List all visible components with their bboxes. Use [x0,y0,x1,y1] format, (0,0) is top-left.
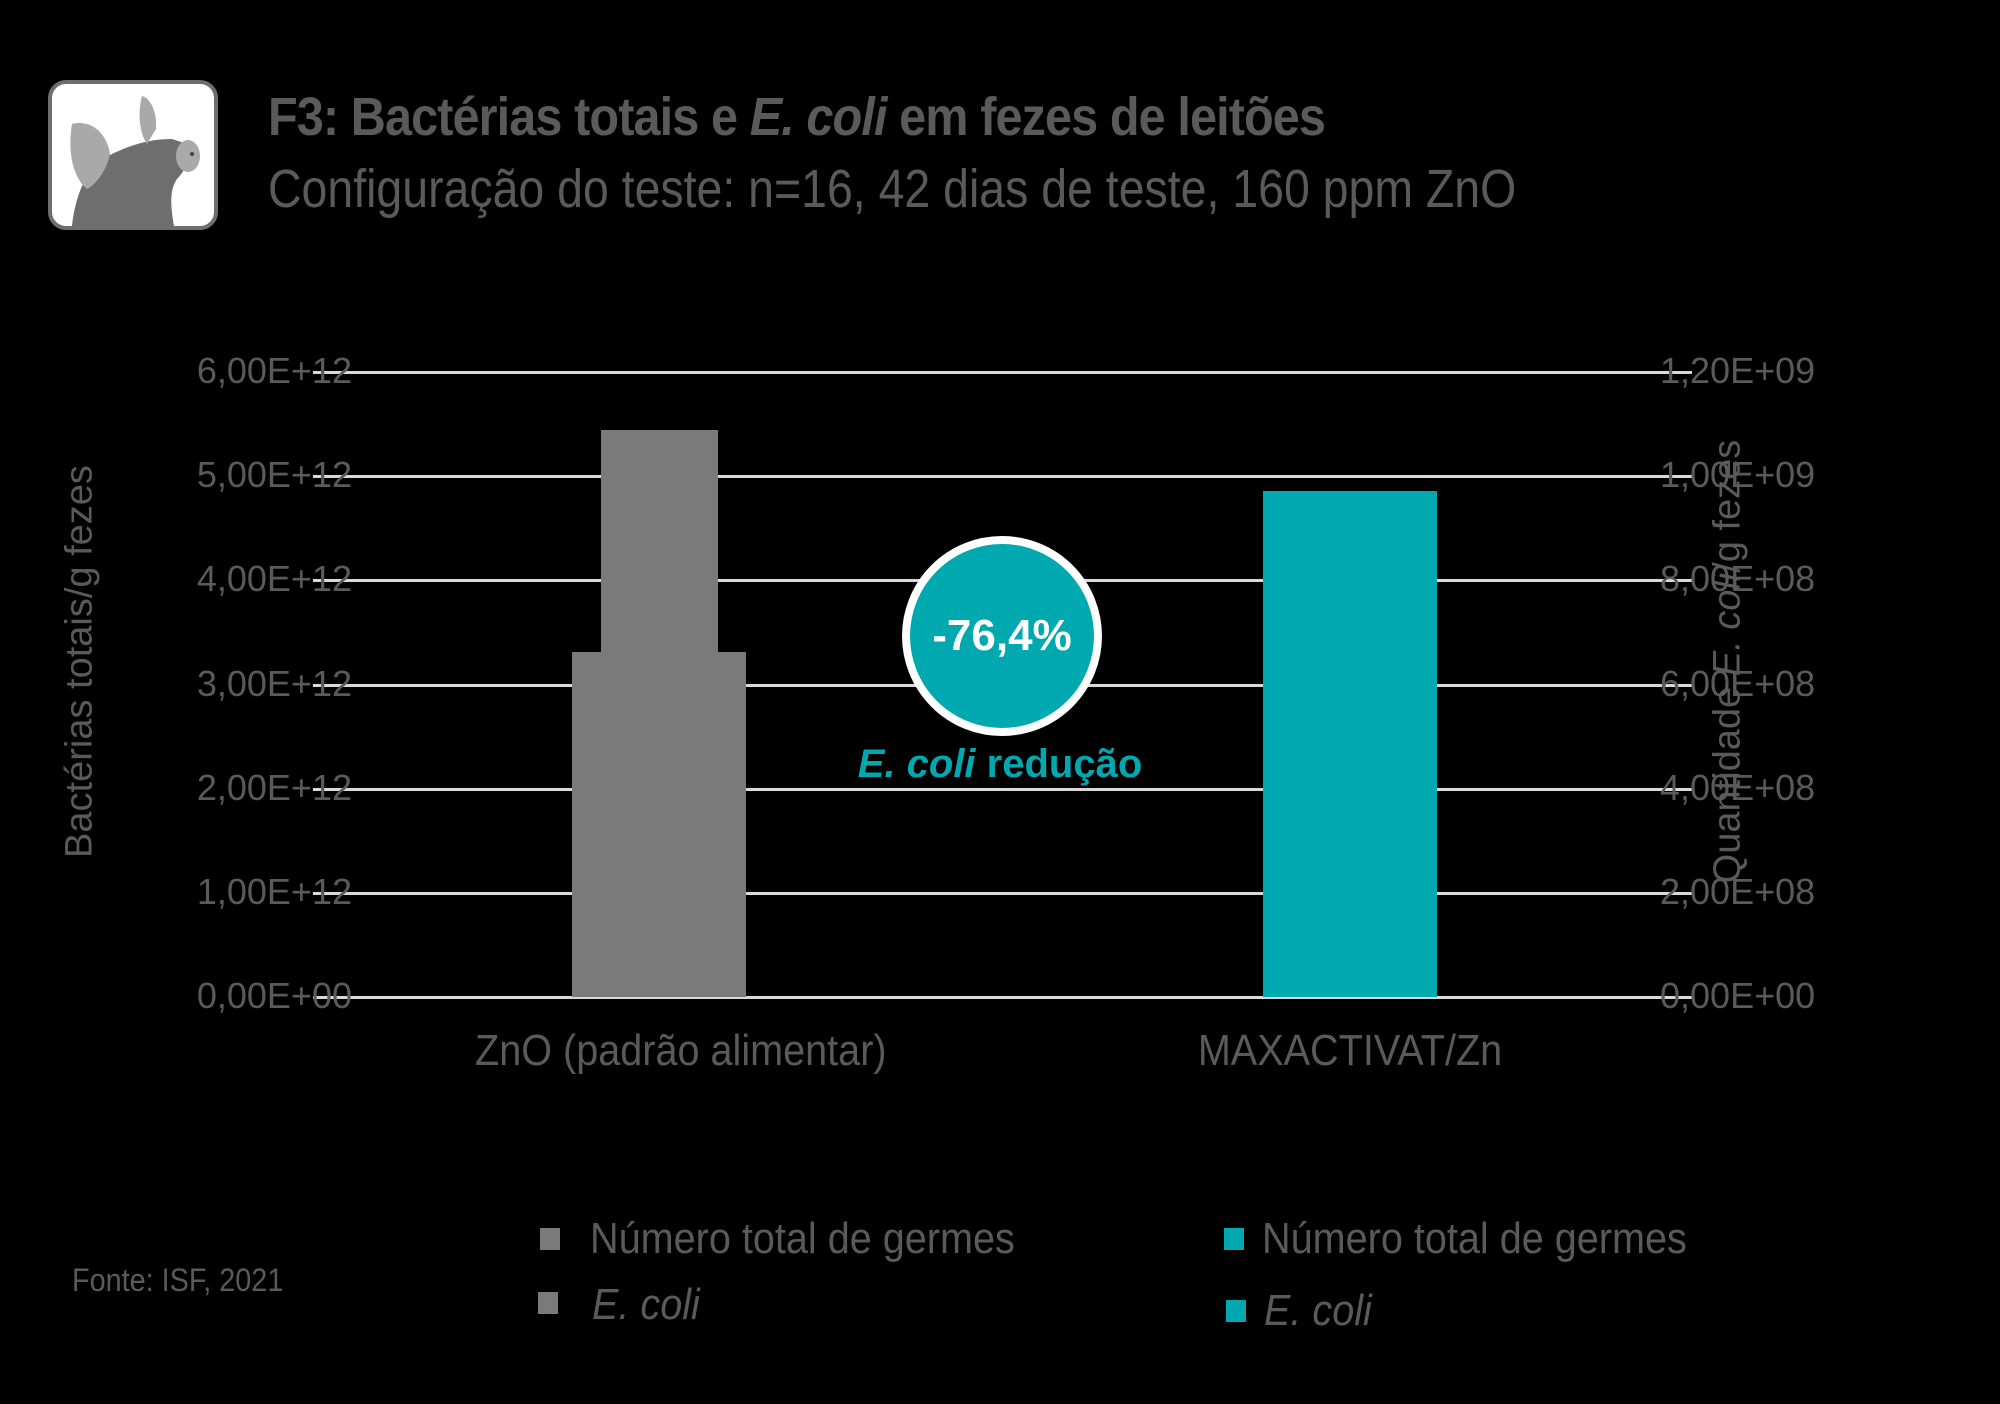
bar-zno-total-germs [601,430,718,997]
y-tick-left: 5,00E+12 [196,454,352,495]
reduction-badge: -76,4% [902,536,1102,736]
chart-subtitle: Configuração do teste: n=16, 42 dias de … [268,159,1517,219]
pig-icon [48,80,218,230]
legend-swatch-zno-ecoli [538,1292,558,1314]
reduction-label: E. coli redução [857,742,1143,786]
category-label-zno: ZnO (padrão alimentar) [475,1026,887,1075]
y-tick-right: 1,20E+09 [1660,350,1816,391]
y-axis-title-left: Bactérias totais/g fezes [58,465,101,858]
y-tick-right: 2,00E+08 [1660,871,1816,912]
legend-label-zno-ecoli: E. coli [592,1280,700,1329]
y-tick-left: 1,00E+12 [196,871,352,912]
gridline [313,892,1692,895]
reduction-value: -76,4% [932,611,1072,660]
y-tick-right: 4,00E+08 [1660,767,1816,808]
x-axis-baseline [313,996,1692,999]
gridline [313,788,1692,791]
y-tick-right: 8,00E+08 [1660,558,1816,599]
y-tick-right: 1,00E+09 [1660,454,1816,495]
y-tick-left: 6,00E+12 [196,350,352,391]
legend-label-zno-total: Número total de germes [590,1214,1015,1263]
y-tick-left: 2,00E+12 [196,767,352,808]
y-tick-right: 0,00E+00 [1660,975,1816,1016]
gridline [313,475,1692,478]
category-label-maxactivat: MAXACTIVAT/Zn [1197,1026,1503,1075]
y-tick-left: 0,00E+00 [196,975,352,1016]
legend-swatch-maxactivat-total [1224,1228,1244,1250]
legend-swatch-zno-total [540,1228,560,1250]
y-tick-left: 3,00E+12 [196,663,352,704]
y-tick-left: 4,00E+12 [196,558,352,599]
y-tick-right: 6,00E+08 [1660,663,1816,704]
legend-label-maxactivat-total: Número total de germes [1262,1214,1687,1263]
gridline [313,371,1692,374]
legend-swatch-maxactivat-ecoli [1226,1300,1246,1322]
bar-maxactivat-ecoli [1292,902,1408,997]
legend-label-maxactivat-ecoli: E. coli [1264,1286,1372,1335]
source-note: Fonte: ISF, 2021 [72,1262,284,1298]
y-axis-title-right: Quantidade E. coli/g fezes [1706,439,1749,884]
chart-title: F3: Bactérias totais e E. coli em fezes … [268,87,1326,147]
